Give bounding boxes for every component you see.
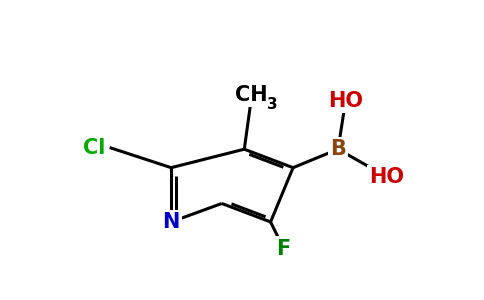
Text: HO: HO <box>328 91 363 111</box>
Text: Cl: Cl <box>83 138 106 158</box>
Text: B: B <box>330 139 346 159</box>
Text: F: F <box>276 238 291 259</box>
Text: N: N <box>163 212 180 232</box>
Text: 3: 3 <box>267 97 278 112</box>
Text: HO: HO <box>369 167 404 187</box>
Text: CH: CH <box>236 85 268 105</box>
